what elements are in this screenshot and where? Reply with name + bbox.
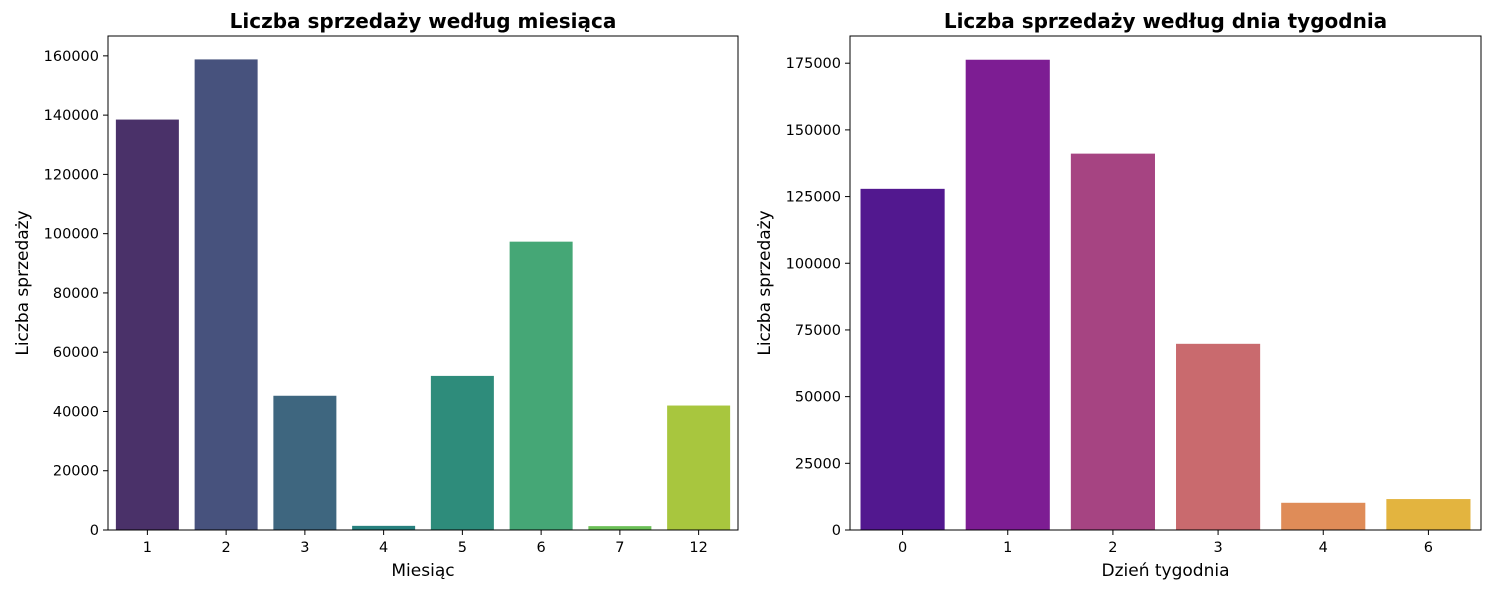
x-tick-label: 2: [1108, 540, 1117, 556]
y-tick-label: 100000: [44, 227, 99, 243]
bar-4: [1281, 502, 1366, 530]
chart-1: 1 2 3 4 5 6 7 120200004000060000800001000001200…: [13, 9, 739, 581]
bar-5: [430, 375, 494, 530]
x-tick-label: 6: [1424, 540, 1433, 556]
bar-3: [273, 395, 337, 530]
y-tick-label: 160000: [44, 49, 99, 65]
y-tick-label: 150000: [786, 123, 841, 139]
y-tick-label: 120000: [44, 167, 99, 183]
x-tick-label: 3: [300, 540, 309, 556]
x-tick-label: 2: [222, 540, 231, 556]
x-tick-label: 1: [143, 540, 152, 556]
chart-title: Liczba sprzedaży według dnia tygodnia: [944, 9, 1387, 33]
bar-2: [1070, 153, 1155, 530]
x-tick-label: 12: [689, 540, 707, 556]
x-tick-label: 3: [1213, 540, 1222, 556]
chart-title: Liczba sprzedaży według miesiąca: [230, 9, 617, 33]
x-tick-label: 6: [537, 540, 546, 556]
plot-frame: [107, 35, 739, 531]
x-axis-label: Dzień tygodnia: [1102, 561, 1230, 581]
bar-12: [667, 405, 731, 530]
y-tick-label: 125000: [786, 190, 841, 206]
y-tick-label: 20000: [53, 464, 99, 480]
x-tick-label: 0: [898, 540, 907, 556]
y-tick-label: 60000: [53, 345, 99, 361]
bar-1: [115, 119, 179, 530]
y-tick-label: 25000: [795, 456, 841, 472]
y-axis-label: Liczba sprzedaży: [755, 210, 775, 355]
bar-3: [1176, 343, 1261, 530]
y-tick-label: 75000: [795, 323, 841, 339]
y-tick-label: 50000: [795, 390, 841, 406]
bar-0: [860, 188, 945, 530]
y-tick-label: 0: [90, 523, 99, 539]
y-tick-label: 140000: [44, 108, 99, 124]
x-tick-label: 4: [379, 540, 388, 556]
bar-6: [509, 241, 573, 530]
y-tick-label: 0: [832, 523, 841, 539]
y-tick-label: 40000: [53, 404, 99, 420]
bar-6: [1386, 499, 1471, 530]
x-axis-label: Miesiąc: [391, 561, 454, 581]
bar-7: [588, 526, 652, 530]
x-tick-label: 4: [1319, 540, 1328, 556]
bar-1: [965, 59, 1050, 530]
chart-2: 0 1 2 3 4 6 0 25000 50000 75000 100000 125000 150000…: [755, 9, 1482, 581]
y-tick-label: 175000: [786, 56, 841, 72]
x-tick-label: 1: [1003, 540, 1012, 556]
bar-2: [194, 59, 258, 530]
x-tick-label: 5: [458, 540, 467, 556]
y-tick-label: 80000: [53, 286, 99, 302]
bar-4: [352, 525, 416, 530]
x-tick-label: 7: [615, 540, 624, 556]
y-tick-label: 100000: [786, 256, 841, 272]
plot-frame: [849, 35, 1482, 531]
y-axis-label: Liczba sprzedaży: [13, 210, 33, 355]
